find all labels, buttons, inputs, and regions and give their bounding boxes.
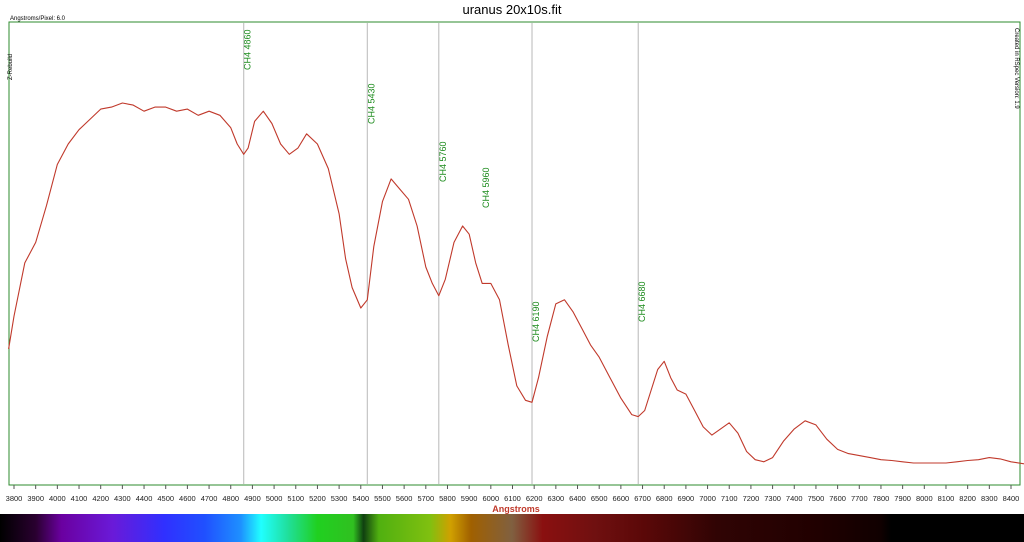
x-tick-label: 4300	[114, 494, 131, 503]
side-label-left: Z-Rebuild	[8, 54, 14, 80]
x-tick-label: 6600	[613, 494, 630, 503]
x-tick-label: 7600	[829, 494, 846, 503]
annotation-label: CH4 5760	[438, 141, 448, 182]
x-tick-label: 7200	[743, 494, 760, 503]
x-tick-label: 8000	[916, 494, 933, 503]
x-tick-label: 5100	[287, 494, 304, 503]
x-tick-label: 8400	[1003, 494, 1020, 503]
x-tick-label: 6200	[526, 494, 543, 503]
side-label-right: Created in RSpec Version: 1.9	[1013, 28, 1019, 109]
x-tick-label: 6100	[504, 494, 521, 503]
x-tick-label: 4500	[157, 494, 174, 503]
x-tick-label: 3800	[6, 494, 23, 503]
x-tick-label: 5600	[396, 494, 413, 503]
x-tick-label: 4200	[92, 494, 109, 503]
annotation-label: CH4 4860	[243, 29, 253, 70]
subtitle-label: Angstroms/Pixel: 6.0	[10, 16, 66, 22]
x-tick-label: 7000	[699, 494, 716, 503]
x-tick-label: 6400	[569, 494, 586, 503]
annotation-label: CH4 6680	[637, 281, 647, 322]
x-tick-label: 4900	[244, 494, 261, 503]
x-tick-label: 8300	[981, 494, 998, 503]
x-tick-label: 5800	[439, 494, 456, 503]
x-tick-label: 6900	[678, 494, 695, 503]
x-axis-label: Angstroms	[492, 504, 540, 514]
x-tick-label: 4400	[136, 494, 153, 503]
x-tick-label: 7700	[851, 494, 868, 503]
x-tick-label: 6700	[634, 494, 651, 503]
x-tick-label: 5000	[266, 494, 283, 503]
x-tick-label: 8200	[959, 494, 976, 503]
x-tick-label: 5500	[374, 494, 391, 503]
plot-frame	[8, 21, 1021, 486]
x-tick-label: 7400	[786, 494, 803, 503]
annotation-label: CH4 5430	[366, 83, 376, 124]
chart-title: uranus 20x10s.fit	[462, 2, 562, 17]
spectrum-line	[8, 102, 1024, 465]
x-tick-label: 3900	[27, 494, 44, 503]
x-tick-label: 6800	[656, 494, 673, 503]
x-tick-label: 4700	[201, 494, 218, 503]
x-tick-label: 5200	[309, 494, 326, 503]
x-tick-label: 5300	[331, 494, 348, 503]
x-tick-label: 4100	[71, 494, 88, 503]
x-tick-label: 7300	[764, 494, 781, 503]
x-tick-label: 7500	[808, 494, 825, 503]
x-tick-label: 6300	[548, 494, 565, 503]
x-tick-label: 7800	[873, 494, 890, 503]
x-tick-label: 6000	[482, 494, 499, 503]
x-tick-label: 4600	[179, 494, 196, 503]
x-tick-label: 5400	[352, 494, 369, 503]
spectrum-chart: Angstroms/Pixel: 6.0 Z-Rebuild Created in …	[6, 16, 1024, 514]
x-tick-label: 4000	[49, 494, 66, 503]
annotation-label: CH4 5960	[481, 167, 491, 208]
x-tick-label: 5700	[417, 494, 434, 503]
color-spectrum-strip	[0, 514, 1024, 542]
x-tick-label: 7900	[894, 494, 911, 503]
annotation-label: CH4 6190	[531, 301, 541, 342]
x-tick-label: 7100	[721, 494, 738, 503]
x-tick-label: 6500	[591, 494, 608, 503]
x-tick-label: 5900	[461, 494, 478, 503]
x-tick-label: 4800	[222, 494, 239, 503]
x-tick-label: 8100	[938, 494, 955, 503]
